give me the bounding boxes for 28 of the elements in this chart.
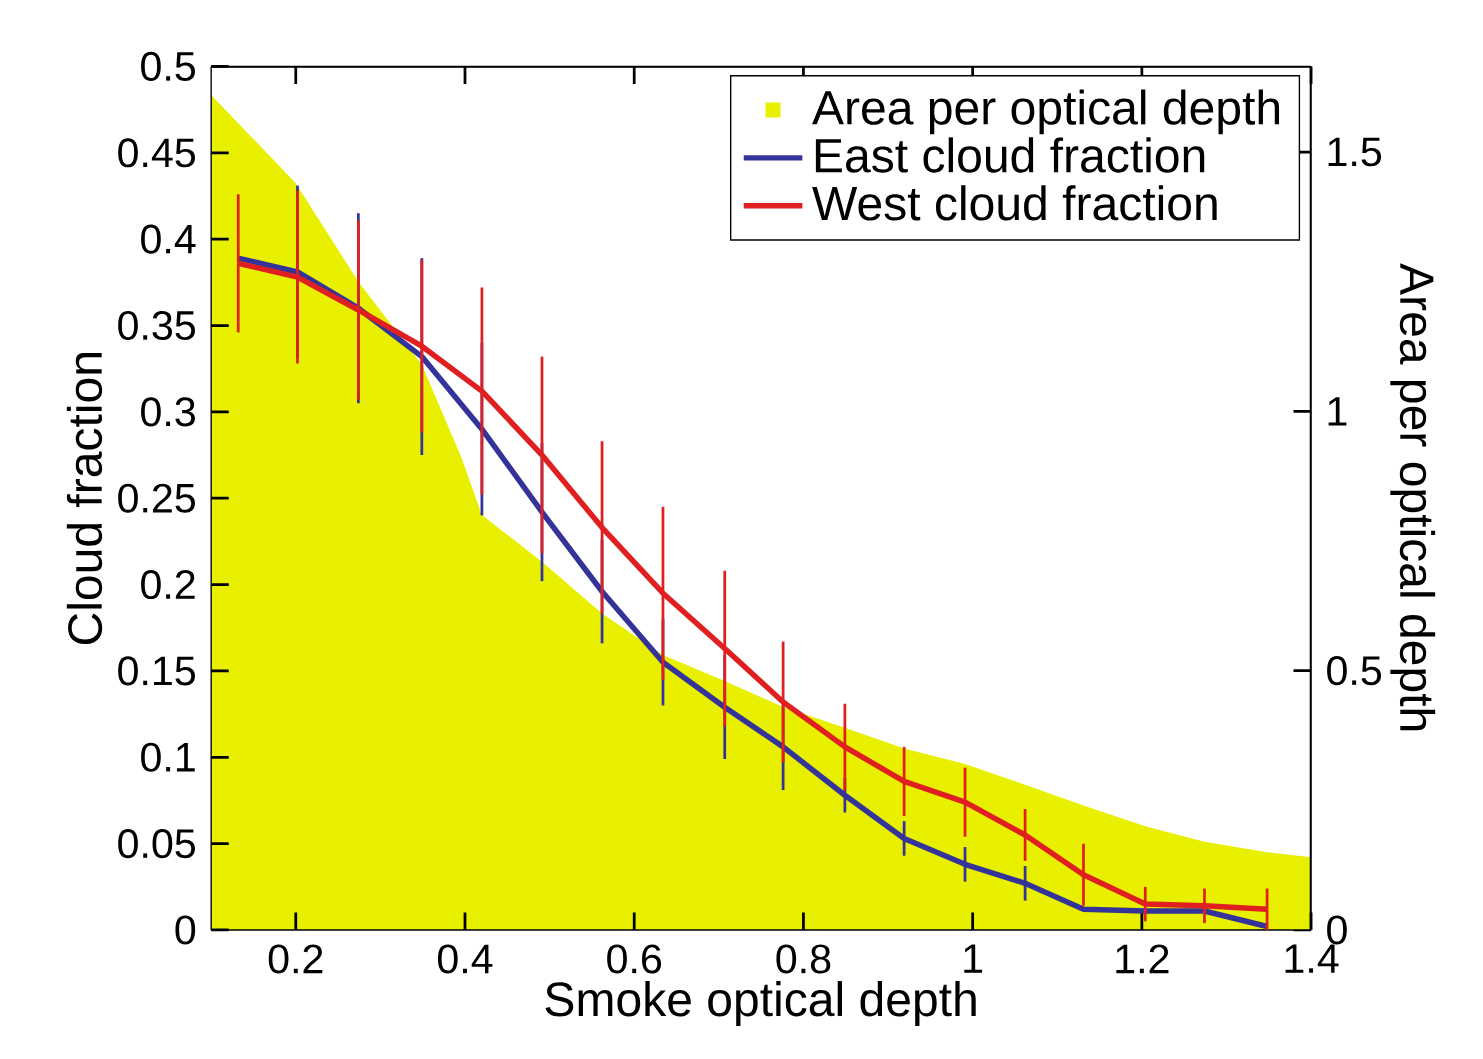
- y-tick-label: 0.3: [141, 397, 195, 427]
- x-axis-title: Smoke optical depth: [545, 981, 976, 1026]
- y2-tick-label: 1.5: [1328, 137, 1382, 167]
- y-axis-title: Cloud fraction: [66, 353, 103, 645]
- y-tick-label: 0.45: [118, 138, 195, 168]
- y-tick-label: 0.25: [118, 483, 195, 513]
- y2-tick-label: 1: [1328, 397, 1347, 426]
- x-tick-label: 1.2: [1116, 944, 1169, 974]
- legend-label: East cloud fraction: [815, 137, 1205, 173]
- x-tick-label: 1.4: [1285, 944, 1339, 973]
- legend-label: West cloud fraction: [812, 185, 1217, 221]
- x-tick-label: 1: [964, 944, 983, 973]
- x-tick-label: 0.8: [776, 944, 831, 974]
- y-tick-label: 0.1: [141, 742, 195, 772]
- y-tick-label: 0: [175, 915, 196, 945]
- y-tick-label: 0.35: [118, 310, 195, 341]
- y-tick-label: 0.2: [141, 570, 195, 600]
- y2-tick-label: 0: [1327, 915, 1347, 945]
- y-tick-label: 0.05: [118, 829, 195, 859]
- y2-axis-title: Area per optical depth: [1390, 263, 1436, 731]
- x-tick-label: 0.2: [268, 944, 323, 974]
- y-tick-label: 0.4: [141, 224, 196, 254]
- x-tick-label: 0.6: [607, 944, 662, 974]
- y-tick-label: 0.15: [118, 656, 195, 686]
- x-tick-label: 0.4: [437, 944, 493, 974]
- y-tick-label: 0.5: [141, 51, 195, 82]
- legend-label: Area per optical depth: [812, 89, 1280, 135]
- y2-tick-label: 0.5: [1327, 656, 1382, 686]
